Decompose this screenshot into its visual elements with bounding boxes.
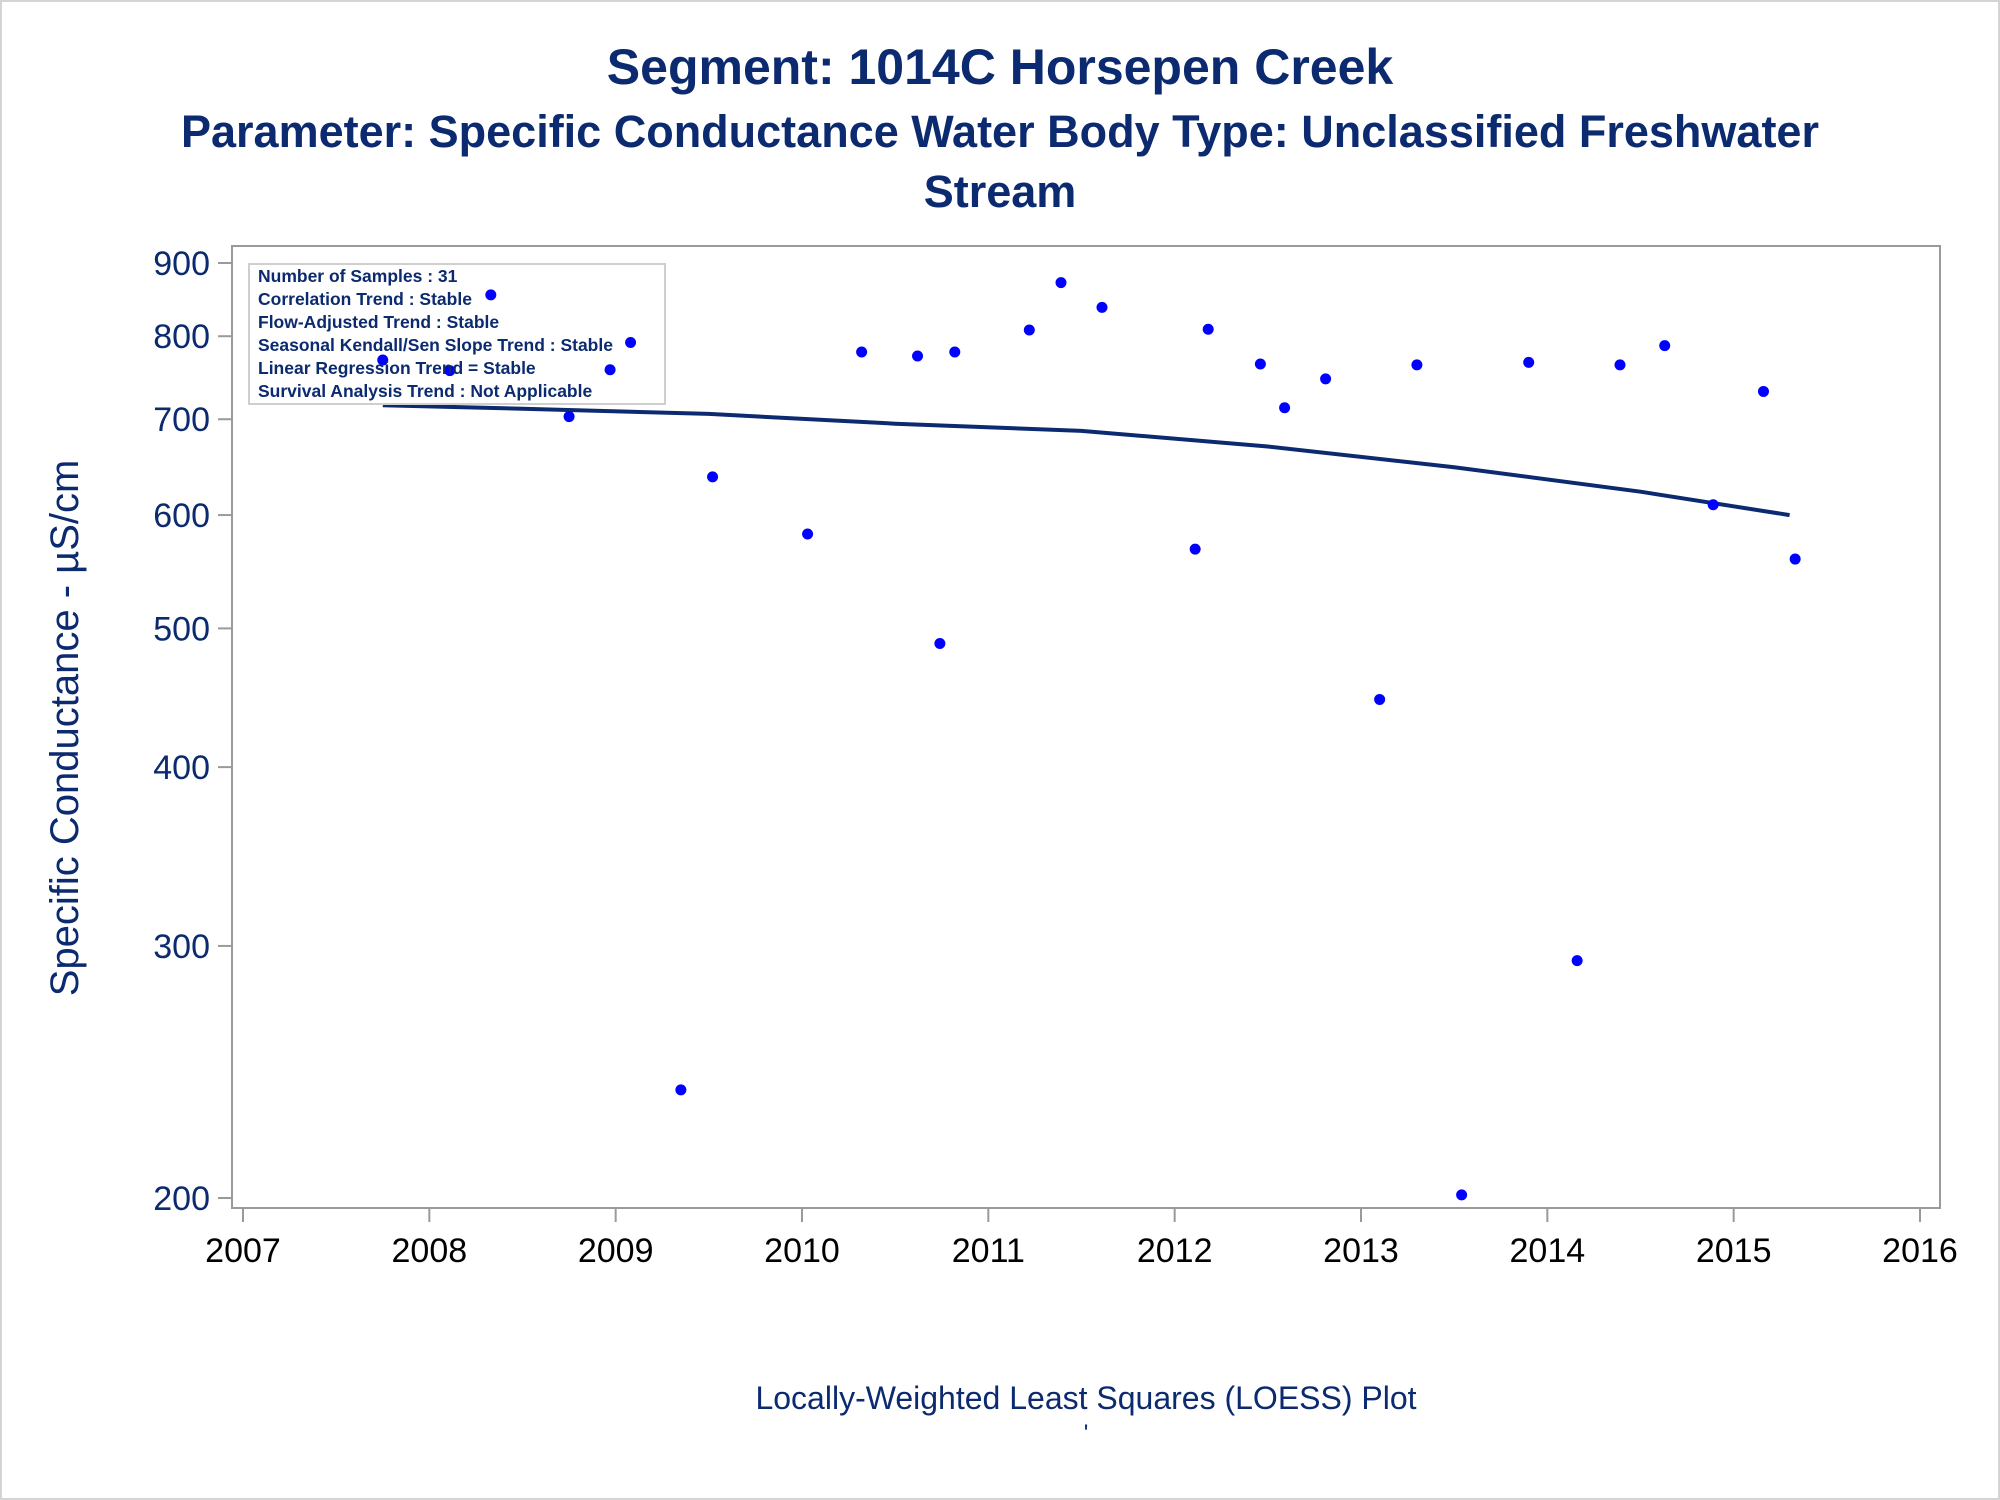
- data-point: [1757, 385, 1769, 397]
- data-point: [1096, 301, 1108, 313]
- legend-box: [248, 263, 666, 405]
- data-point: [444, 365, 456, 377]
- data-point: [377, 354, 389, 366]
- data-point: [1374, 693, 1386, 705]
- plot-border: [231, 245, 1941, 1209]
- footnote-method: Locally-Weighted Least Squares (LOESS) P…: [755, 1380, 1417, 1416]
- plot-area: 200 300 400 500 600 700 800 900 2007 2008 2009 2010…: [43, 245, 1958, 1270]
- chart-subtitle-continued: Stream: [923, 166, 1077, 217]
- data-point: [1279, 402, 1291, 414]
- data-point: [1789, 553, 1801, 565]
- data-point: [802, 528, 814, 540]
- data-point: [1707, 499, 1719, 511]
- y-tick-label: 400: [153, 749, 210, 787]
- x-tick-label: 2007: [205, 1232, 281, 1270]
- y-tick-label: 300: [153, 928, 210, 966]
- data-point: [1659, 340, 1671, 352]
- data-point: [1614, 359, 1626, 371]
- x-tick-label: 2015: [1696, 1232, 1772, 1270]
- data-point: [1571, 955, 1583, 967]
- y-axis-label: Specific Conductance - µS/cm: [43, 460, 87, 997]
- x-tick-label: 2009: [578, 1232, 654, 1270]
- y-tick-label: 800: [153, 318, 210, 356]
- data-point: [1055, 277, 1067, 289]
- x-tick-label: 2011: [952, 1232, 1025, 1270]
- x-tick-label: 2016: [1882, 1232, 1958, 1270]
- data-point: [949, 346, 961, 358]
- data-point: [1320, 373, 1332, 385]
- data-point: [563, 411, 575, 423]
- footnote-mark: ': [1083, 1420, 1089, 1447]
- x-tick-label: 2013: [1323, 1232, 1399, 1270]
- x-tick-label: 2008: [392, 1232, 468, 1270]
- data-point: [1202, 323, 1214, 335]
- y-tick-label: 200: [153, 1180, 210, 1218]
- data-point: [856, 346, 868, 358]
- loess-curve: [382, 403, 1790, 518]
- data-point: [934, 637, 946, 649]
- data-point: [625, 336, 637, 348]
- x-tick-label: 2012: [1137, 1232, 1213, 1270]
- y-tick-label: 700: [153, 401, 210, 439]
- x-tick-label: 2010: [764, 1232, 840, 1270]
- chart-subtitle: Parameter: Specific Conductance Water Bo…: [181, 106, 1819, 157]
- data-point: [604, 364, 616, 376]
- data-point: [1523, 356, 1535, 368]
- y-tick-label: 500: [153, 610, 210, 648]
- legend-entry: Number of Samples : 31: [258, 266, 458, 286]
- legend-entry: Survival Analysis Trend : Not Applicable: [258, 381, 592, 401]
- legend-entry: Flow-Adjusted Trend : Stable: [258, 312, 499, 332]
- data-point: [675, 1084, 687, 1096]
- x-tick-label: 2014: [1510, 1232, 1586, 1270]
- data-point: [1456, 1189, 1468, 1201]
- data-point: [1023, 324, 1035, 336]
- y-tick-label: 600: [153, 497, 210, 535]
- data-point: [912, 350, 924, 362]
- legend-entry: Linear Regression Trend = Stable: [258, 358, 536, 378]
- data-point: [1189, 543, 1201, 555]
- legend-entry: Seasonal Kendall/Sen Slope Trend : Stabl…: [258, 335, 613, 355]
- y-tick-label: 900: [153, 245, 210, 283]
- data-point: [485, 289, 497, 301]
- data-point: [1254, 358, 1266, 370]
- data-point: [707, 471, 719, 483]
- legend-entry: Correlation Trend : Stable: [258, 289, 472, 309]
- chart-title: Segment: 1014C Horsepen Creek: [606, 39, 1394, 95]
- data-point: [1411, 359, 1423, 371]
